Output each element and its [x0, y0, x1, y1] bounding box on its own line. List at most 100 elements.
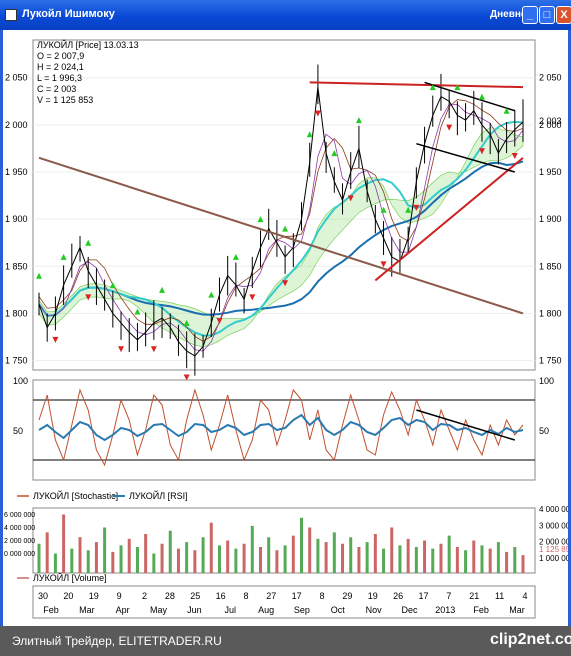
volume-bar	[201, 537, 205, 573]
volume-bar	[324, 542, 328, 573]
price-tick-left: 1 800	[5, 308, 28, 318]
signal-up-arrow	[306, 131, 313, 138]
oscillator-plot-frame	[32, 379, 536, 481]
signal-down-arrow	[314, 110, 321, 117]
window-titlebar: Лукойл Ишимоку Дневной _ □ X	[0, 0, 571, 30]
x-axis-frame	[32, 585, 536, 619]
price-tick-right: 2 050	[539, 73, 562, 83]
kijun-line	[38, 104, 524, 352]
volume-bar	[283, 545, 287, 573]
x-day-label: 11	[495, 591, 504, 601]
x-day-label: 17	[419, 591, 429, 601]
volume-bar	[258, 547, 262, 573]
signal-down-arrow	[347, 195, 354, 202]
volume-bar	[390, 527, 394, 573]
info-open: O = 2 007,9	[37, 51, 84, 61]
trendline-resistance	[38, 156, 524, 315]
channel-lower-line	[416, 142, 516, 173]
price-tick-right: 1 800	[539, 308, 562, 318]
signal-down-arrow	[183, 374, 190, 381]
x-day-label: 16	[216, 591, 226, 601]
signal-up-arrow	[405, 206, 412, 213]
volume-bar	[414, 547, 418, 573]
volume-bar	[193, 550, 197, 573]
signal-up-arrow	[134, 308, 141, 315]
info-close: C = 2 003	[37, 84, 76, 94]
volume-bar	[300, 517, 304, 573]
timeframe-label[interactable]: Дневной	[490, 9, 534, 20]
x-day-label: 25	[190, 591, 200, 601]
volume-bar	[242, 543, 246, 573]
oscillator-tick-right: 100	[539, 376, 554, 386]
x-day-label: 8	[243, 591, 248, 601]
x-day-label: 19	[368, 591, 378, 601]
volume-bar	[357, 547, 361, 573]
x-day-label: 29	[342, 591, 352, 601]
price-tick-right: 2 000	[539, 120, 562, 130]
x-axis: 30 20 19 9 2 28 25 16 8 27 17 8 29 19 26 17 7 21 11 4 Feb Ma…	[32, 585, 536, 619]
trendlines	[38, 81, 524, 315]
price-lines	[38, 64, 524, 376]
stoch-legend-label: ЛУКОЙЛ [Stochastic]	[33, 490, 118, 501]
volume-bar	[439, 543, 443, 573]
x-month-label: Mar	[79, 605, 95, 615]
volume-bar	[70, 548, 74, 573]
close-button[interactable]: X	[556, 6, 571, 24]
x-month-label: May	[150, 605, 168, 615]
x-axis-months: Feb Mar Apr May Jun Jul Aug Sep Oct Nov Dec 2013 Feb…	[43, 605, 525, 615]
volume-tick-left: 0 000 000	[4, 551, 35, 558]
signal-up-arrow	[454, 84, 461, 91]
app-icon	[5, 9, 17, 21]
signal-up-arrow	[60, 253, 67, 260]
price-tick-left: 1 900	[5, 214, 28, 224]
oscillator-trendline	[416, 409, 516, 441]
channel-upper-line	[424, 81, 516, 112]
chart-area[interactable]: 2 050 2 050 2 000 2 000 1 950 1 950 1 900 1 900…	[0, 30, 571, 626]
volume-bar	[103, 527, 107, 573]
price-panel: 2 050 2 050 2 000 2 000 1 950 1 950 1 900 1 900…	[5, 39, 562, 381]
x-month-label: Mar	[509, 605, 525, 615]
volume-bar	[275, 550, 279, 573]
volume-tick-left: 4 000 000	[4, 525, 35, 532]
signal-up-arrow	[331, 150, 338, 157]
signal-up-arrow	[109, 282, 116, 289]
volume-bar	[94, 542, 98, 573]
x-month-label: Aug	[258, 605, 274, 615]
maximize-button[interactable]: □	[539, 6, 555, 24]
volume-bar	[119, 545, 123, 573]
volume-bar	[472, 540, 476, 573]
rsi-line	[38, 413, 524, 442]
signal-down-arrow	[282, 280, 289, 287]
price-tick-right: 1 900	[539, 214, 562, 224]
signal-down-arrow	[380, 261, 387, 268]
price-tick-left: 2 050	[5, 73, 28, 83]
minimize-button[interactable]: _	[522, 6, 538, 24]
signal-up-arrow	[257, 216, 264, 223]
volume-bar	[37, 543, 41, 573]
signal-up-arrow	[503, 107, 510, 114]
x-month-label: Oct	[331, 605, 346, 615]
volume-bar	[135, 547, 139, 573]
price-tick-right: 1 750	[539, 356, 562, 366]
price-info-box: ЛУКОЙЛ [Price] 13.03.13 O = 2 007,9 H = …	[37, 39, 139, 105]
price-plot-frame	[32, 39, 536, 371]
price-tick-right: 1 950	[539, 167, 562, 177]
volume-bar	[234, 548, 238, 573]
chart-canvas[interactable]: 2 050 2 050 2 000 2 000 1 950 1 950 1 900 1 900…	[3, 30, 571, 626]
volume-bar	[488, 548, 492, 573]
x-month-label: Jun	[187, 605, 202, 615]
last-volume-label: 1 125 85	[539, 545, 568, 554]
x-day-label: 20	[63, 591, 73, 601]
price-line	[38, 87, 524, 357]
signal-up-arrow	[355, 117, 362, 124]
volume-bar	[496, 542, 500, 573]
x-day-label: 9	[117, 591, 122, 601]
signal-down-arrow	[85, 294, 92, 301]
x-axis-days: 30 20 19 9 2 28 25 16 8 27 17 8 29 19 26 17 7 21 11 4	[38, 591, 528, 601]
volume-bar	[480, 545, 484, 573]
signal-down-arrow	[150, 346, 157, 353]
signal-up-arrow	[380, 206, 387, 213]
volume-tick-left: 2 000 000	[4, 538, 35, 545]
volume-bar	[144, 534, 148, 573]
signal-up-arrow	[232, 253, 239, 260]
